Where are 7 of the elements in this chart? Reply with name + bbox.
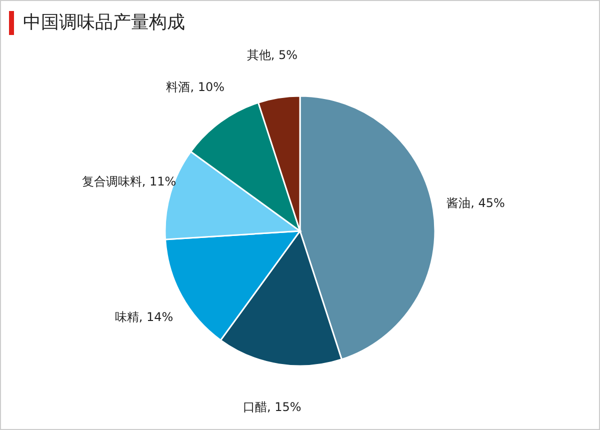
chart-title: 中国调味品产量构成 <box>23 11 185 35</box>
slice-label: 味精, 14% <box>114 310 174 324</box>
slice-label: 其他, 5% <box>246 48 298 62</box>
slice-label: 酱油, 45% <box>446 196 505 210</box>
slice-label: 口醋, 15% <box>243 400 302 414</box>
slice-label: 料酒, 10% <box>166 80 225 94</box>
slice-label: 复合调味料, 11% <box>82 174 176 188</box>
